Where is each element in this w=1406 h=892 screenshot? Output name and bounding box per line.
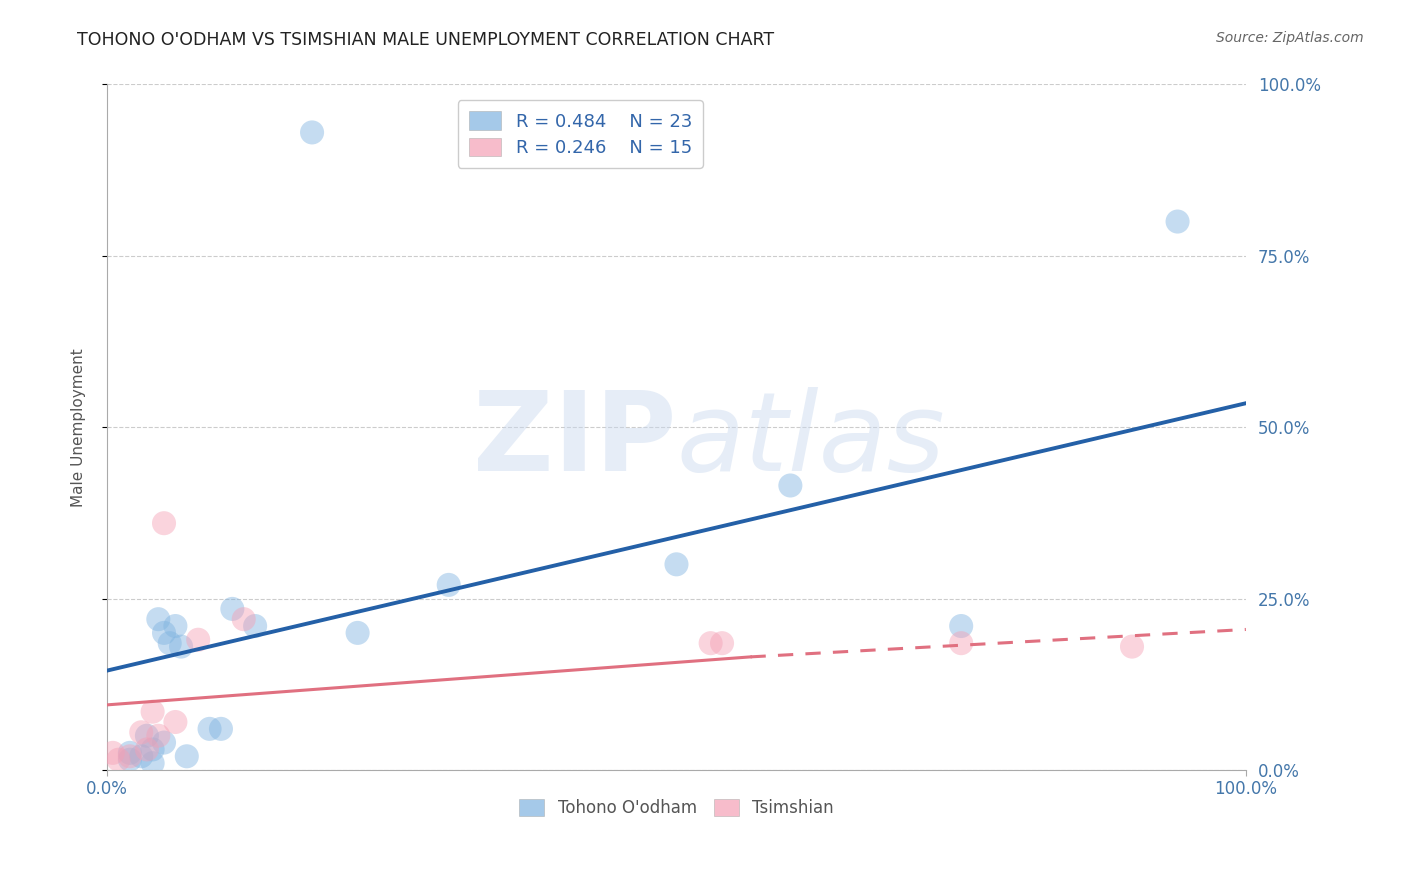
Point: [170, 640, 193, 654]
Point: [209, 722, 232, 736]
Point: [142, 742, 165, 756]
Text: TOHONO O'ODHAM VS TSIMSHIAN MALE UNEMPLOYMENT CORRELATION CHART: TOHONO O'ODHAM VS TSIMSHIAN MALE UNEMPLO…: [77, 31, 775, 49]
Point: [346, 626, 368, 640]
Point: [665, 558, 688, 572]
Point: [437, 578, 460, 592]
Point: [101, 746, 124, 760]
Point: [159, 636, 181, 650]
Point: [165, 619, 187, 633]
Point: [221, 602, 243, 616]
Point: [165, 714, 187, 729]
Point: [118, 746, 141, 760]
Text: ZIP: ZIP: [472, 387, 676, 494]
Y-axis label: Male Unemployment: Male Unemployment: [72, 348, 86, 507]
Point: [118, 753, 141, 767]
Point: [198, 722, 221, 736]
Point: [148, 612, 170, 626]
Point: [232, 612, 254, 626]
Point: [129, 725, 152, 739]
Point: [176, 749, 198, 764]
Point: [1121, 640, 1143, 654]
Point: [148, 729, 170, 743]
Point: [118, 749, 141, 764]
Point: [142, 705, 165, 719]
Text: Source: ZipAtlas.com: Source: ZipAtlas.com: [1216, 31, 1364, 45]
Point: [243, 619, 266, 633]
Point: [153, 626, 176, 640]
Point: [142, 756, 165, 771]
Legend: Tohono O'odham, Tsimshian: Tohono O'odham, Tsimshian: [513, 792, 841, 823]
Point: [153, 516, 176, 531]
Point: [1167, 214, 1189, 228]
Point: [950, 619, 973, 633]
Point: [136, 742, 159, 756]
Point: [301, 125, 323, 139]
Point: [129, 749, 152, 764]
Point: [711, 636, 734, 650]
Point: [779, 478, 801, 492]
Point: [187, 632, 209, 647]
Point: [153, 735, 176, 749]
Point: [136, 729, 159, 743]
Point: [699, 636, 721, 650]
Point: [107, 753, 129, 767]
Point: [950, 636, 973, 650]
Text: atlas: atlas: [676, 387, 945, 494]
